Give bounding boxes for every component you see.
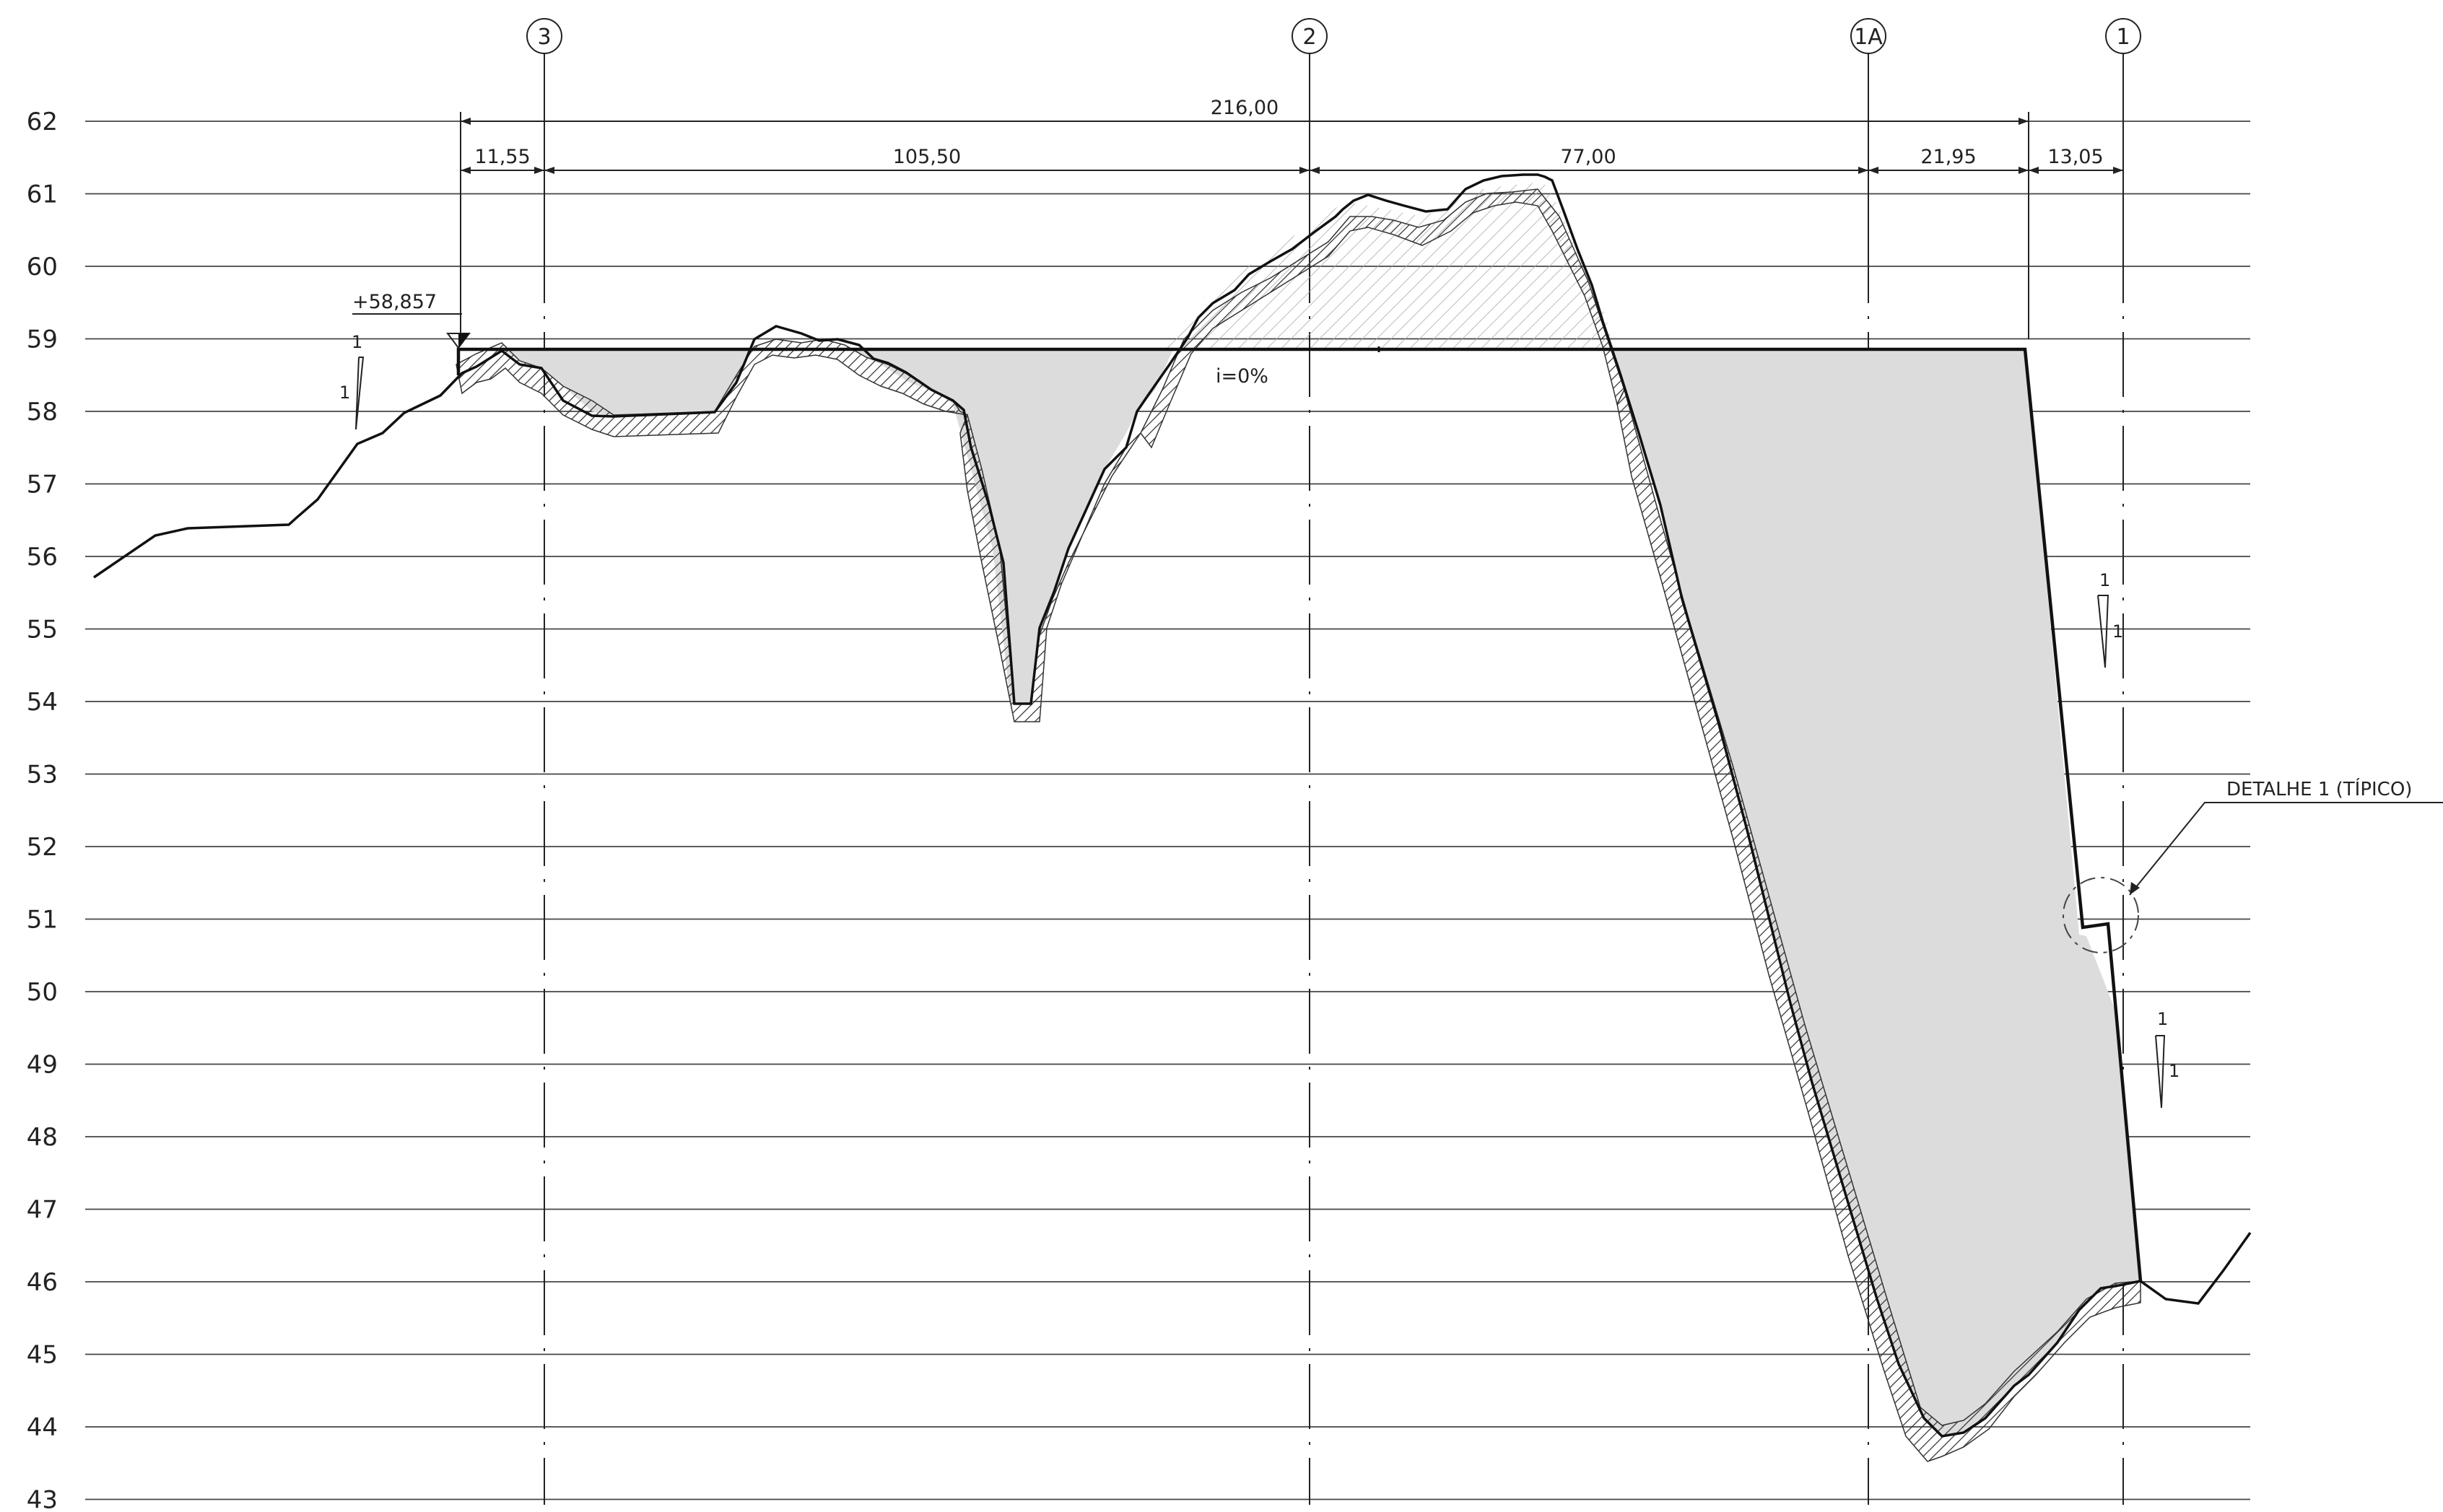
slope-run: 1 (2169, 1061, 2179, 1081)
axis-3: 3 (526, 18, 562, 1505)
slope-indicator-right-lower: 1 1 (2155, 1009, 2179, 1109)
elevation-label: 46 (27, 1268, 58, 1297)
elevation-label: 61 (27, 180, 58, 209)
elevation-label: 48 (27, 1123, 58, 1152)
dim-segment-4: 21,95 (1920, 146, 1976, 168)
detail-callout-leader (2129, 802, 2443, 896)
elevation-label: 53 (27, 761, 58, 790)
slope-rise: 1 (2099, 570, 2110, 590)
axis-label: 2 (1302, 25, 1316, 50)
dim-segment-2: 105,50 (893, 146, 961, 168)
detail-callout-arrow-icon (2130, 882, 2140, 895)
elevation-label: 43 (27, 1486, 58, 1512)
slope-indicator-left: 1 1 (339, 332, 365, 430)
axis-label: 3 (537, 25, 551, 50)
topsoil-strip-slope (1616, 388, 2141, 1462)
elevation-label: 47 (27, 1196, 58, 1225)
elevation-label: 50 (27, 978, 58, 1007)
natural-terrain-line (93, 173, 2252, 1438)
elevation-label: 44 (27, 1413, 58, 1442)
platform-slope-label: i=0% (1216, 365, 1268, 388)
elevation-label: 56 (27, 543, 58, 572)
elevation-label: 62 (27, 108, 58, 136)
platform-line (456, 347, 2143, 1282)
elevation-label: 58 (27, 398, 58, 427)
slope-rise: 1 (2157, 1009, 2168, 1029)
cut-area (1162, 182, 1614, 349)
dim-segment-1: 11,55 (474, 146, 530, 168)
fill-area-middle (852, 349, 1173, 704)
slope-run: 1 (339, 383, 350, 403)
dim-total: 216,00 (1211, 97, 1279, 119)
elevation-label: 51 (27, 906, 58, 935)
elevation-marker-fill-icon (458, 333, 469, 348)
slope-indicator-right-upper: 1 1 (2097, 570, 2123, 668)
elevation-label: 55 (27, 616, 58, 644)
elevation-label: 49 (27, 1051, 58, 1080)
axis-2: 2 (1292, 18, 1328, 1505)
elevation-label: 60 (27, 253, 58, 281)
elevation-label: 54 (27, 688, 58, 717)
detail-callout-label: DETALHE 1 (TÍPICO) (2226, 777, 2412, 800)
fill-area-left (502, 349, 751, 417)
slope-rise: 1 (352, 332, 362, 352)
dim-segment-3: 77,00 (1560, 146, 1616, 168)
axis-label: 1A (1854, 25, 1883, 50)
dimension-chain (460, 112, 2124, 339)
dim-segment-5: 13,05 (2047, 146, 2103, 168)
fill-area-right (1614, 349, 2141, 1436)
detail-callout-circle (2063, 877, 2139, 953)
axis-label: 1 (2116, 25, 2130, 50)
slope-run: 1 (2112, 621, 2123, 642)
elevation-label: 57 (27, 471, 58, 499)
elevation-label: 45 (27, 1341, 58, 1370)
elevation-label: 59 (27, 325, 58, 354)
platform-elevation-label: +58,857 (352, 291, 437, 313)
elevation-label: 52 (27, 833, 58, 862)
